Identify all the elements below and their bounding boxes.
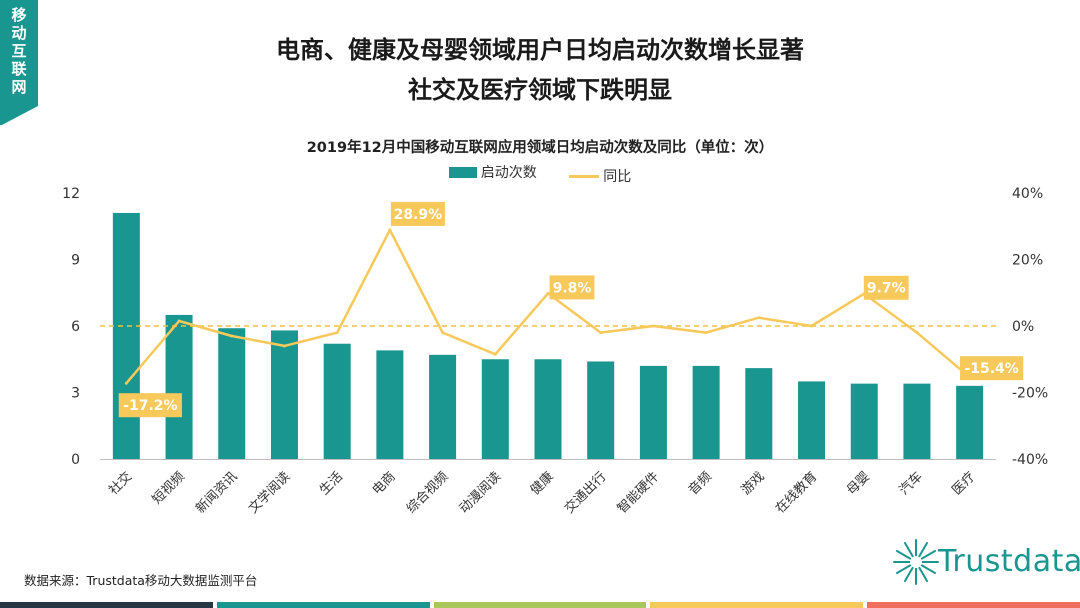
bar-1: [165, 314, 193, 459]
legend-bar-swatch: [448, 166, 477, 178]
annotation-label-8: 9.8%: [553, 280, 592, 296]
y-right-tick-label: 40%: [1012, 186, 1043, 202]
annotation-label-14: 9.7%: [867, 281, 906, 297]
footer-stripe-5: [867, 602, 1080, 608]
bar-6: [429, 354, 457, 459]
legend-line-label: 同比: [603, 169, 632, 185]
annotation-label-5: 28.9%: [394, 207, 443, 223]
bar-16: [956, 385, 984, 459]
footer-stripe-2: [216, 602, 430, 608]
y-left-tick-label: 6: [71, 319, 80, 335]
yoy-point-0: [124, 381, 128, 385]
legend-line-swatch: [569, 174, 600, 178]
bar-11: [692, 365, 720, 459]
y-left-tick-label: 12: [62, 186, 80, 202]
headline-line-2: 社交及医疗领域下跌明显: [408, 76, 672, 104]
headline-line-1: 电商、健康及母婴领域用户日均启动次数增长显著: [276, 36, 804, 64]
bar-12: [745, 368, 773, 459]
x-tick-label-2: 新闻资讯: [192, 469, 240, 517]
yoy-point-1: [177, 319, 181, 323]
x-tick-label-16: 医疗: [949, 469, 978, 498]
x-tick-label-4: 生活: [317, 469, 346, 498]
annotation-box-5: [390, 201, 445, 226]
x-tick-label-1: 短视频: [150, 469, 188, 507]
y-right-tick-label: 0%: [1012, 319, 1034, 335]
bar-13: [798, 381, 826, 459]
starburst-icon: [893, 539, 939, 585]
bar-0: [112, 212, 140, 459]
x-tick-label-6: 综合视频: [404, 469, 451, 516]
annotation-label-0: -17.2%: [123, 398, 177, 414]
x-tick-label-13: 在线教育: [772, 469, 820, 517]
x-tick-label-10: 智能硬件: [615, 469, 662, 516]
footer-stripe-4: [650, 602, 864, 608]
bar-5: [376, 350, 404, 459]
bar-15: [903, 383, 931, 459]
yoy-point-3: [282, 344, 286, 348]
logo-text: Trustdata: [938, 544, 1080, 579]
yoy-point-11: [704, 331, 708, 335]
y-left-tick-label: 3: [71, 386, 80, 402]
annotation-box-0: [118, 393, 182, 418]
y-right-tick-label: -20%: [1012, 386, 1048, 402]
y-right-tick-label: -40%: [1012, 452, 1048, 468]
bar-9: [587, 361, 615, 459]
x-tick-label-11: 音频: [685, 469, 715, 499]
bar-4: [323, 343, 351, 459]
x-tick-label-15: 汽车: [896, 469, 926, 499]
annotation-box-16: [960, 356, 1024, 381]
corner-tab: 移 动 互 联 网: [0, 0, 38, 126]
yoy-point-10: [651, 324, 655, 328]
bar-2: [218, 328, 246, 459]
bar-3: [270, 330, 298, 459]
yoy-point-2: [230, 334, 234, 338]
x-tick-label-3: 文学阅读: [245, 469, 293, 517]
x-tick-label-9: 交通出行: [561, 469, 609, 517]
chart-title: 2019年12月中国移动互联网应用领域日均启动次数及同比（单位：次）: [306, 140, 774, 156]
x-tick-label-12: 游戏: [739, 469, 768, 498]
bar-14: [850, 383, 878, 459]
y-left-tick-label: 9: [71, 253, 80, 269]
yoy-point-15: [915, 331, 919, 335]
footer-stripe-3: [433, 602, 647, 608]
annotation-box-8: [549, 275, 595, 300]
footer-stripes: [0, 602, 1080, 608]
data-source: 数据来源：Trustdata移动大数据监测平台: [24, 573, 258, 588]
bar-10: [639, 365, 667, 459]
legend-item-bar: 启动次数: [448, 162, 537, 182]
combo-chart: 0 3 6 9 12 -40% -20% 0% 20% 40% -17.2% 28.9% 9.8% 9.7…: [62, 186, 1048, 517]
yoy-point-7: [493, 352, 497, 356]
annotation-box-14: [863, 275, 909, 300]
yoy-point-13: [810, 324, 814, 328]
yoy-point-4: [335, 331, 339, 335]
corner-tab-label: 移 动 互 联 网: [11, 6, 27, 96]
y-left-tick-label: 0: [71, 452, 80, 468]
trustdata-logo: Trustdata: [892, 536, 1080, 592]
yoy-point-12: [757, 316, 761, 320]
annotation-label-16: -15.4%: [964, 361, 1018, 377]
x-tick-label-7: 动漫阅读: [457, 469, 504, 516]
legend-bar-label: 启动次数: [480, 165, 537, 181]
x-tick-label-14: 母婴: [844, 469, 873, 498]
x-tick-label-8: 健康: [527, 469, 557, 499]
x-tick-label-0: 社交: [105, 469, 135, 499]
x-tick-label-5: 电商: [370, 469, 399, 498]
footer-stripe-1: [0, 602, 213, 608]
legend-item-line: 同比: [569, 166, 631, 186]
chart-legend: 启动次数 同比: [0, 162, 1080, 186]
bar-7: [481, 359, 509, 459]
yoy-point-5: [388, 228, 392, 232]
bar-8: [534, 359, 562, 459]
yoy-point-6: [441, 331, 445, 335]
yoy-point-9: [599, 331, 603, 335]
y-right-tick-label: 20%: [1012, 253, 1043, 269]
yoy-point-8: [546, 291, 550, 295]
